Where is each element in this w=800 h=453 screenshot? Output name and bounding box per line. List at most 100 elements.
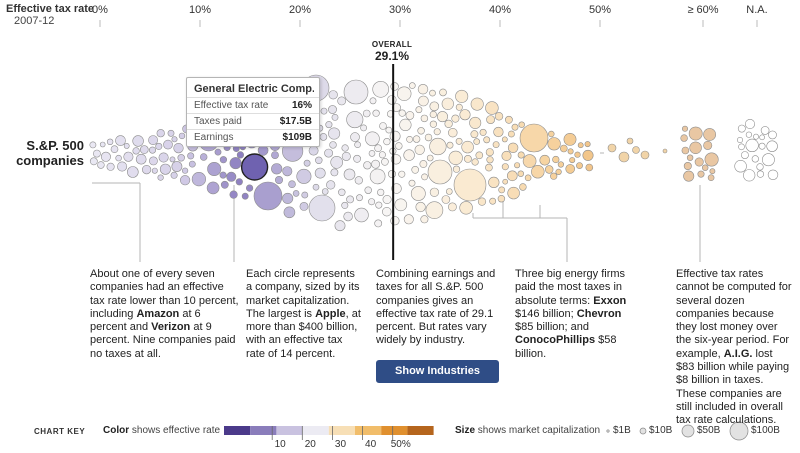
company-bubble[interactable] [89, 157, 98, 166]
company-bubble[interactable] [522, 154, 537, 168]
company-bubble[interactable] [459, 109, 471, 121]
company-bubble[interactable] [369, 168, 386, 185]
company-bubble[interactable] [662, 148, 668, 154]
company-bubble[interactable] [576, 162, 583, 169]
company-bubble[interactable] [414, 144, 425, 155]
company-bubble[interactable] [271, 163, 283, 175]
company-bubble[interactable] [429, 110, 437, 119]
company-bubble[interactable] [354, 141, 361, 148]
company-bubble[interactable] [363, 161, 372, 170]
company-bubble[interactable] [486, 115, 495, 124]
company-bubble[interactable] [703, 128, 716, 141]
company-bubble[interactable] [142, 165, 152, 175]
company-bubble[interactable] [498, 186, 506, 194]
company-bubble[interactable] [492, 141, 500, 148]
company-bubble[interactable] [326, 180, 336, 190]
company-bubble[interactable] [479, 128, 487, 136]
company-bubble[interactable] [607, 143, 617, 153]
company-bubble[interactable] [419, 160, 428, 168]
company-bubble[interactable] [343, 211, 353, 222]
company-bubble[interactable] [158, 152, 169, 163]
company-bubble[interactable] [149, 146, 157, 154]
company-bubble[interactable] [683, 162, 692, 171]
company-bubble[interactable] [170, 171, 178, 179]
company-bubble[interactable] [301, 191, 309, 199]
company-bubble[interactable] [328, 90, 338, 100]
company-bubble[interactable] [618, 151, 630, 163]
company-bubble[interactable] [574, 151, 581, 158]
company-bubble[interactable] [485, 148, 494, 157]
company-bubble[interactable] [709, 168, 716, 175]
company-bubble[interactable] [292, 190, 300, 197]
company-bubble[interactable] [180, 175, 191, 186]
company-bubble[interactable] [453, 168, 487, 202]
company-bubble[interactable] [577, 142, 584, 149]
company-bubble[interactable] [365, 131, 380, 147]
company-bubble[interactable] [390, 216, 400, 226]
company-bubble[interactable] [397, 86, 412, 101]
company-bubble[interactable] [539, 154, 551, 166]
company-bubble[interactable] [547, 137, 561, 151]
company-bubble[interactable] [341, 151, 351, 161]
company-bubble[interactable] [127, 166, 139, 178]
company-bubble[interactable] [123, 151, 134, 162]
company-bubble[interactable] [559, 144, 568, 153]
company-bubble[interactable] [346, 111, 364, 129]
company-bubble[interactable] [420, 215, 429, 224]
company-bubble[interactable] [390, 82, 399, 91]
company-bubble[interactable] [100, 151, 111, 162]
company-bubble[interactable] [320, 107, 328, 115]
company-bubble[interactable] [493, 126, 504, 138]
company-bubble[interactable] [410, 186, 426, 201]
company-bubble[interactable] [405, 111, 415, 120]
company-bubble[interactable] [511, 123, 519, 131]
company-bubble[interactable] [374, 144, 382, 152]
company-bubble[interactable] [308, 194, 336, 222]
company-bubble[interactable] [387, 95, 397, 105]
company-bubble[interactable] [640, 150, 650, 160]
company-bubble[interactable] [200, 153, 208, 161]
company-bubble[interactable] [288, 180, 296, 188]
company-bubble[interactable] [191, 172, 206, 187]
company-bubble[interactable] [220, 180, 229, 189]
company-bubble[interactable] [415, 201, 426, 213]
company-bubble[interactable] [766, 140, 778, 152]
company-bubble[interactable] [494, 112, 504, 121]
company-bubble[interactable] [331, 114, 339, 121]
company-bubble[interactable] [106, 162, 115, 171]
company-bubble[interactable] [253, 181, 283, 211]
company-bubble[interactable] [488, 176, 500, 188]
company-bubble[interactable] [626, 137, 634, 145]
company-bubble[interactable] [328, 105, 337, 114]
company-bubble[interactable] [214, 148, 222, 156]
company-bubble[interactable] [188, 160, 196, 168]
company-bubble[interactable] [694, 157, 704, 167]
company-bubble[interactable] [229, 157, 242, 170]
company-bubble[interactable] [758, 142, 766, 150]
company-bubble[interactable] [312, 183, 320, 191]
company-bubble[interactable] [135, 153, 147, 165]
company-bubble[interactable] [429, 187, 440, 197]
company-bubble[interactable] [408, 179, 416, 187]
company-bubble[interactable] [477, 197, 487, 206]
company-bubble[interactable] [519, 123, 549, 153]
company-bubble[interactable] [362, 109, 371, 118]
company-bubble[interactable] [524, 174, 532, 182]
company-bubble[interactable] [315, 156, 323, 165]
company-bubble[interactable] [420, 114, 429, 123]
company-bubble[interactable] [703, 140, 713, 150]
company-bubble[interactable] [132, 135, 144, 147]
company-bubble[interactable] [159, 163, 171, 175]
company-bubble[interactable] [378, 151, 386, 159]
company-bubble[interactable] [550, 172, 558, 180]
company-bubble[interactable] [412, 135, 421, 143]
company-bubble[interactable] [368, 198, 376, 206]
company-bubble[interactable] [507, 186, 520, 200]
company-bubble[interactable] [455, 137, 463, 145]
company-bubble[interactable] [501, 163, 509, 171]
company-bubble[interactable] [768, 130, 777, 140]
company-bubble[interactable] [353, 154, 361, 163]
company-bubble[interactable] [439, 88, 447, 97]
company-bubble[interactable] [93, 149, 101, 158]
company-bubble[interactable] [163, 139, 173, 150]
